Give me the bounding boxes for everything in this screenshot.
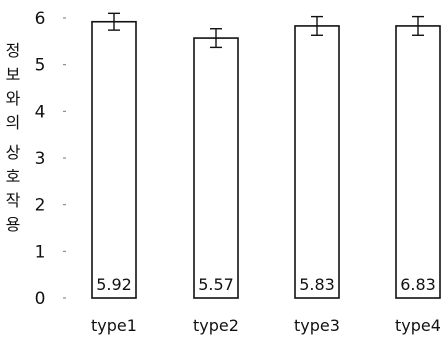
bar-type2 [193,37,239,299]
y-tick-label-0: 0 [35,289,46,309]
y-axis-label-char: 작 [6,191,21,210]
y-axis-label-char: 용 [6,215,21,234]
y-axis-label-char: 호 [6,167,21,186]
data-label-type4: 6.83 [400,275,436,294]
bar-type1 [91,20,137,299]
y-tick-label-6: 6 [35,9,46,29]
y-axis-label-char: 와 [6,89,21,108]
bar-type3 [294,25,340,299]
x-tick-label-type3: type3 [294,316,340,335]
x-tick-label-type2: type2 [193,316,239,335]
data-label-type1: 5.92 [96,275,132,294]
bar-type4 [395,25,441,299]
y-tick-label-1: 1 [35,242,46,262]
y-tick-label-4: 4 [35,102,46,122]
x-tick-label-type4: type4 [395,316,441,335]
y-axis-label-char: 상 [6,143,21,162]
data-label-type3: 5.83 [299,275,335,294]
y-tick-label-3: 3 [35,149,46,169]
y-axis-label-char: 의 [6,113,21,132]
y-axis-label-char: 보 [6,65,21,84]
y-axis-label-char: 정 [6,41,21,60]
data-label-type2: 5.57 [198,275,234,294]
y-tick-label-5: 5 [35,56,46,76]
x-tick-label-type1: type1 [91,316,137,335]
y-tick-label-2: 2 [35,196,46,216]
